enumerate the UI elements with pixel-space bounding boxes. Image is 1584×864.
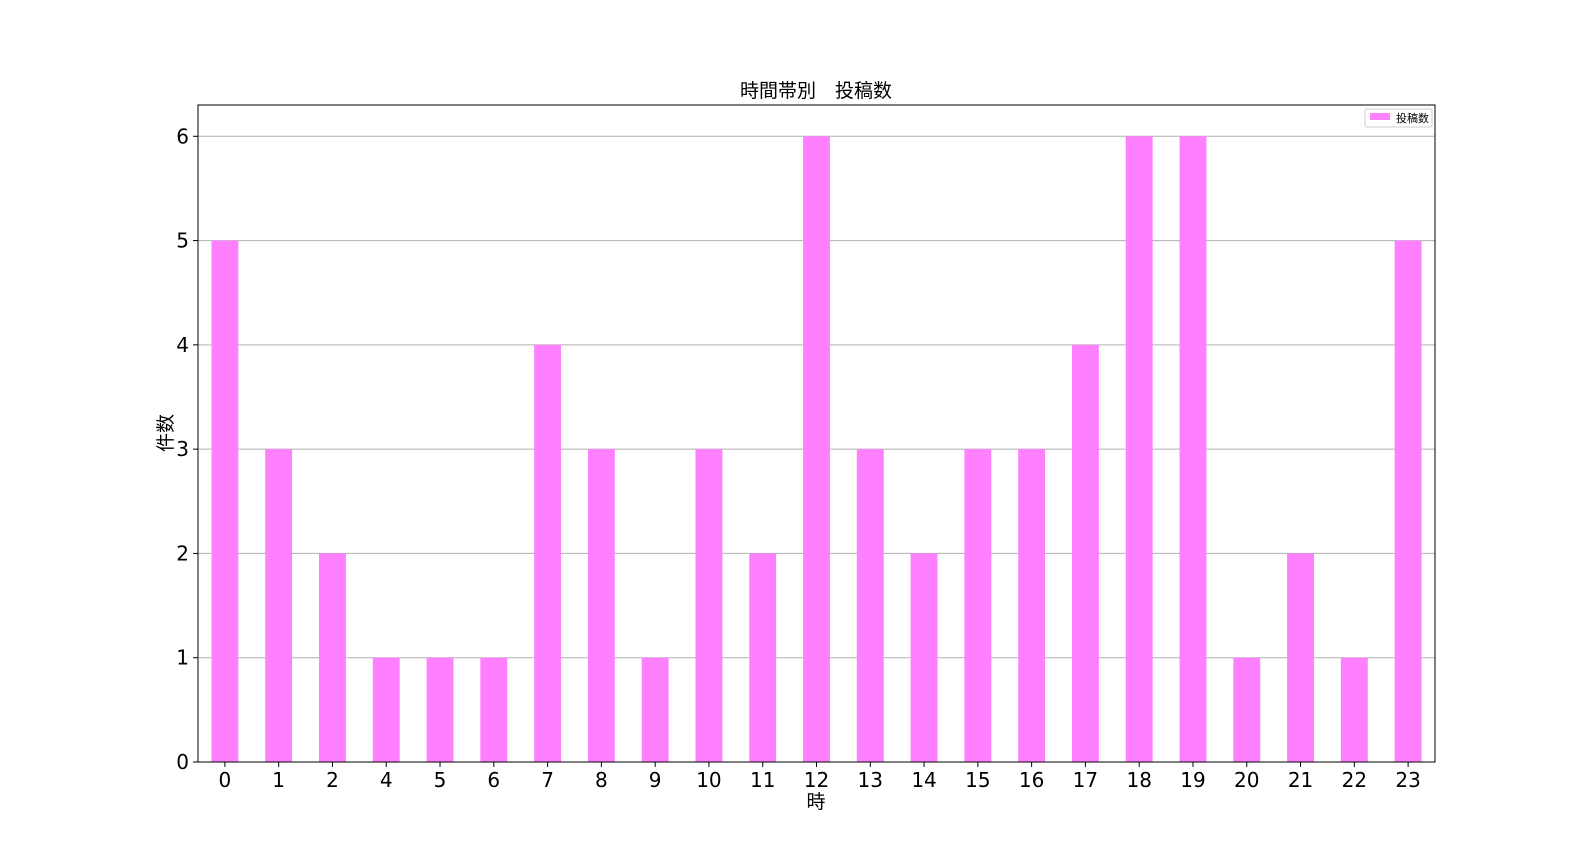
x-tick-label: 22 xyxy=(1342,768,1367,792)
bar-hour-16 xyxy=(1018,449,1046,762)
bar-hour-4 xyxy=(372,657,400,762)
x-tick-label: 7 xyxy=(541,768,554,792)
y-tick-label: 4 xyxy=(176,333,189,357)
x-tick-label: 11 xyxy=(750,768,775,792)
x-tick-label: 21 xyxy=(1288,768,1313,792)
y-tick-label: 0 xyxy=(176,750,189,774)
bar-hour-1 xyxy=(265,449,293,762)
x-tick-label: 20 xyxy=(1234,768,1259,792)
bar-hour-2 xyxy=(319,553,346,762)
x-tick-label: 23 xyxy=(1395,768,1420,792)
bar-hour-19 xyxy=(1179,136,1207,763)
y-tick-label: 6 xyxy=(176,124,189,148)
legend-label: 投稿数 xyxy=(1396,111,1429,125)
y-tick-label: 3 xyxy=(176,437,189,461)
x-axis-label: 時 xyxy=(806,791,825,813)
x-tick-label: 18 xyxy=(1126,768,1151,792)
x-tick-label: 2 xyxy=(326,768,339,792)
bar-hour-14 xyxy=(910,553,938,762)
x-tick-label: 10 xyxy=(696,768,721,792)
x-tick-label: 1 xyxy=(272,768,285,792)
x-tick-label: 8 xyxy=(595,768,608,792)
x-tick-label: 17 xyxy=(1073,768,1098,792)
y-tick-label: 5 xyxy=(176,229,189,253)
x-tick-label: 9 xyxy=(649,768,662,792)
x-tick-label: 13 xyxy=(858,768,883,792)
bar-hour-17 xyxy=(1071,344,1099,762)
bar-hour-20 xyxy=(1233,657,1261,762)
bar-hour-8 xyxy=(587,449,615,762)
bar-hour-10 xyxy=(695,449,723,762)
chart-title: 時間帯別 投稿数 xyxy=(740,80,892,102)
bar-hour-9 xyxy=(641,657,669,762)
bar-hour-18 xyxy=(1125,136,1153,763)
bar-hour-6 xyxy=(480,657,508,762)
bar-hour-7 xyxy=(534,344,562,762)
bar-hour-13 xyxy=(856,449,884,762)
x-tick-label: 16 xyxy=(1019,768,1044,792)
legend-swatch xyxy=(1370,113,1390,120)
x-tick-label: 6 xyxy=(487,768,500,792)
x-tick-label: 15 xyxy=(965,768,990,792)
x-tick-label: 0 xyxy=(219,768,232,792)
y-axis-label: 件数 xyxy=(155,414,177,452)
bar-hour-21 xyxy=(1287,553,1314,762)
y-tick-label: 2 xyxy=(176,541,189,565)
bars xyxy=(211,136,1422,763)
bar-hour-23 xyxy=(1394,240,1422,763)
x-tick-label: 5 xyxy=(434,768,447,792)
bar-hour-0 xyxy=(211,240,239,763)
x-tick-label: 14 xyxy=(911,768,936,792)
bar-hour-15 xyxy=(964,449,992,762)
bar-hour-11 xyxy=(749,553,777,762)
bar-hour-12 xyxy=(803,136,830,763)
x-tick-label: 12 xyxy=(804,768,829,792)
bar-hour-22 xyxy=(1340,657,1368,762)
bar-hour-5 xyxy=(426,657,454,762)
x-tick-label: 19 xyxy=(1180,768,1205,792)
legend: 投稿数 xyxy=(1364,108,1433,128)
x-tick-label: 4 xyxy=(380,768,393,792)
y-tick-label: 1 xyxy=(176,646,189,670)
